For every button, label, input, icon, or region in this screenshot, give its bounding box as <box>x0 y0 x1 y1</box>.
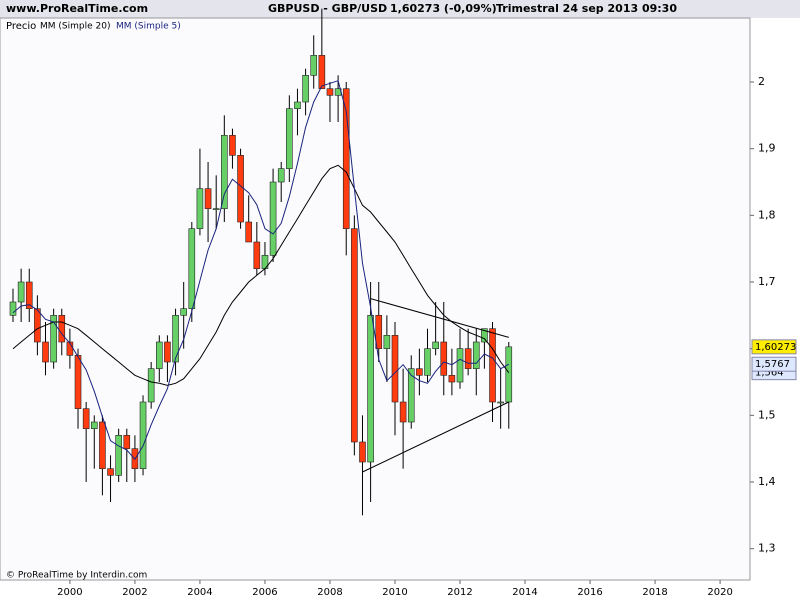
candle-body <box>342 88 350 229</box>
chart-title: GBPUSD - GBP/USD <box>268 2 387 15</box>
candle-body <box>196 188 204 229</box>
x-tick-label: 2014 <box>512 587 537 598</box>
candle-body <box>302 75 309 103</box>
candle-body <box>464 348 472 369</box>
x-tick-label: 2010 <box>382 587 407 598</box>
x-tick-label: 2018 <box>642 587 667 598</box>
candle-body <box>253 241 261 269</box>
candle-body <box>221 135 228 209</box>
x-tick-label: 2012 <box>447 587 472 598</box>
legend-ma5: MM (Simple 5) <box>116 22 181 32</box>
y-tick-label: 2 <box>758 75 765 88</box>
candle-body <box>34 308 41 343</box>
candle-body <box>164 341 171 363</box>
candle-body <box>359 441 366 463</box>
candle-body <box>448 375 456 383</box>
candle-body <box>139 401 147 469</box>
candle-body <box>416 368 423 376</box>
price-label: 1,5767 <box>755 359 790 370</box>
x-tick-label: 2000 <box>57 587 82 598</box>
candle-body <box>212 208 220 210</box>
candle-body <box>286 108 293 169</box>
y-tick-label: 1,4 <box>758 475 776 488</box>
moving-average <box>12 80 510 461</box>
x-tick-label: 2016 <box>577 587 602 598</box>
y-tick-label: 1,9 <box>758 142 776 155</box>
candle-body <box>472 341 480 369</box>
candle-body <box>155 341 163 369</box>
candle-body <box>17 281 25 303</box>
candle-body <box>237 155 244 223</box>
candle-body <box>188 228 196 309</box>
candle-body <box>147 368 155 403</box>
plot-area <box>0 17 751 581</box>
candle-body <box>351 228 358 443</box>
candle-body <box>497 401 504 404</box>
subtitle: Trimestral 24 sep 2013 09:30 <box>496 2 677 15</box>
candle-body <box>58 315 66 343</box>
candle-body <box>25 281 33 309</box>
candle-body <box>277 168 285 183</box>
quote: 1,60273 (-0,09%) <box>390 2 497 15</box>
candle-body <box>399 401 407 423</box>
x-tick-label: 2020 <box>707 587 732 598</box>
candle-body <box>318 55 326 89</box>
x-tick-label: 2008 <box>317 587 342 598</box>
candle-body <box>440 341 448 376</box>
price-label-box <box>751 356 797 372</box>
header-bar <box>0 0 800 18</box>
candle-body <box>424 348 431 376</box>
x-tick-label: 2006 <box>252 587 277 598</box>
legend-ma20: MM (Simple 20) <box>40 22 110 32</box>
candle-body <box>229 135 236 156</box>
candle-body <box>245 221 252 243</box>
y-tick-label: 1,3 <box>758 542 776 555</box>
candle-body <box>294 101 301 109</box>
x-tick-label: 2004 <box>187 587 212 598</box>
price-label: 1,60273 <box>755 342 796 353</box>
candle-body <box>50 315 57 363</box>
price-label: 1,564 <box>755 368 784 379</box>
candle-body <box>115 435 122 476</box>
candle-body <box>489 328 496 403</box>
candle-body <box>99 421 106 469</box>
site: www.ProRealTime.com <box>6 2 148 15</box>
candle-body <box>310 55 318 76</box>
candle-body <box>367 315 374 463</box>
candle-body <box>90 421 98 429</box>
candle-body <box>180 308 187 316</box>
candle-body <box>456 348 464 383</box>
candle-body <box>383 335 391 349</box>
candle-body <box>505 346 513 403</box>
candle-body <box>204 188 212 209</box>
y-tick-label: 1,8 <box>758 208 776 221</box>
trendline <box>370 298 509 338</box>
candle-body <box>326 88 334 96</box>
candle-body <box>391 335 399 403</box>
candle-body <box>9 301 17 316</box>
footer: © ProRealTime by Interdin.com <box>6 571 147 581</box>
candle-body <box>123 435 131 449</box>
x-tick-label: 2002 <box>122 587 147 598</box>
candle-body <box>375 315 383 349</box>
candle-body <box>42 341 49 363</box>
candle-body <box>269 181 277 256</box>
candle-body <box>407 368 415 423</box>
y-tick-label: 1,5 <box>758 408 776 421</box>
candle-body <box>107 468 114 476</box>
candle-body <box>82 408 90 429</box>
trendline <box>362 401 509 473</box>
candle-body <box>74 355 82 409</box>
candle-body <box>172 315 179 363</box>
y-tick-label: 1,7 <box>758 275 776 288</box>
moving-average <box>12 164 510 386</box>
legend-price: Precio <box>6 21 36 32</box>
candle-body <box>432 341 439 349</box>
price-label-box <box>751 339 797 355</box>
candle-body <box>481 328 488 343</box>
